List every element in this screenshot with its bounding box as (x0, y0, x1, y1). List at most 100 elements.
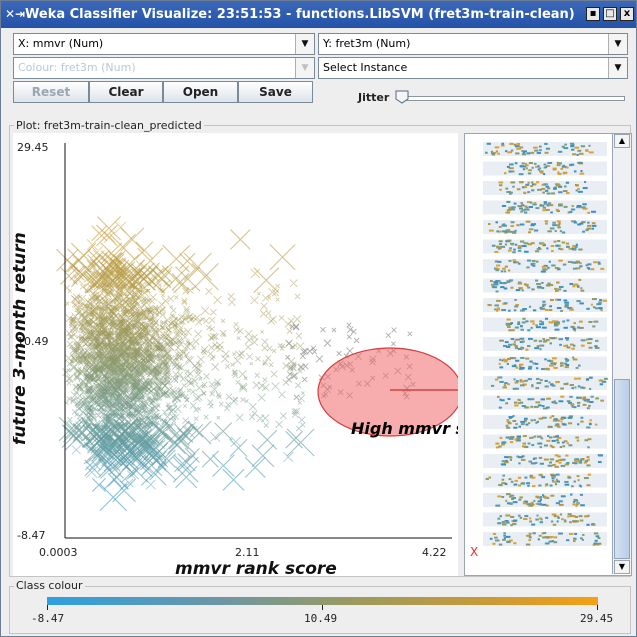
data-point (145, 415, 174, 444)
data-point (100, 384, 107, 391)
data-point (77, 370, 85, 377)
strip-point (560, 420, 563, 423)
strip-point (542, 532, 547, 535)
strip-point (517, 323, 521, 326)
data-point (167, 407, 176, 416)
clear-button[interactable]: Clear (89, 81, 163, 103)
x-axis-select[interactable]: X: mmvr (Num) ▼ (13, 33, 315, 55)
data-point (117, 384, 126, 393)
data-point (115, 379, 124, 389)
strip-point (599, 383, 604, 386)
strip-point (536, 420, 539, 423)
chevron-down-icon[interactable]: ▼ (295, 34, 314, 54)
strip-point (514, 346, 518, 349)
data-point (135, 241, 154, 260)
data-point (238, 350, 246, 358)
strip-point (562, 164, 565, 167)
strip-point (528, 460, 533, 463)
scroll-down-icon[interactable]: ▼ (614, 560, 630, 574)
data-point (278, 314, 285, 321)
scrollbar-thumb[interactable] (614, 379, 630, 559)
strip-point (564, 143, 567, 146)
strip-point (548, 284, 554, 287)
jitter-slider-thumb[interactable] (395, 90, 409, 104)
strip-point (564, 357, 568, 360)
strip-point (512, 497, 517, 500)
strip-point (556, 480, 560, 483)
data-point (189, 380, 194, 385)
strip-point (504, 456, 509, 459)
strip-point (499, 188, 502, 191)
strip-point (497, 376, 503, 379)
jitter-label: Jitter (358, 91, 390, 104)
strip-point (532, 203, 537, 206)
strip-point (550, 494, 555, 497)
minimize-button[interactable]: ▪ (586, 7, 600, 21)
data-point (287, 371, 293, 377)
data-point (133, 314, 141, 322)
data-point (80, 302, 86, 307)
data-point (103, 231, 116, 243)
strip-point (521, 289, 524, 292)
maximize-button[interactable]: □ (603, 7, 617, 21)
data-point (103, 316, 110, 323)
close-button[interactable]: x (620, 7, 634, 21)
strip-point (515, 423, 518, 426)
strip-point (520, 309, 525, 312)
data-point (67, 288, 73, 294)
strip-point (542, 536, 546, 539)
scatter-plot-canvas[interactable]: High mmvr score 29.45 10.49 -8.47 0.0003… (10, 133, 504, 579)
data-point (102, 336, 106, 340)
strip-point (553, 187, 556, 190)
strip-point (569, 515, 575, 518)
strip-point (535, 387, 540, 390)
scatter-plot[interactable]: High mmvr score 29.45 10.49 -8.47 0.0003… (10, 133, 504, 579)
data-point (66, 380, 72, 386)
title-bar[interactable]: ✕⇥ Weka Classifier Visualize: 23:51:53 -… (1, 1, 636, 28)
strip-point (564, 362, 568, 365)
data-point (246, 353, 254, 361)
chevron-down-icon[interactable]: ▼ (608, 34, 627, 54)
strip-point (583, 461, 587, 464)
strip-point (553, 541, 558, 544)
chevron-down-icon[interactable]: ▼ (608, 58, 627, 78)
save-button[interactable]: Save (238, 81, 313, 103)
strip-point (502, 223, 506, 226)
select-instance-select[interactable]: Select Instance ▼ (318, 57, 628, 79)
attribute-strips-panel[interactable]: X (464, 133, 632, 576)
strip-point (546, 536, 549, 539)
strip-point (553, 324, 559, 327)
data-point (214, 422, 233, 441)
strip-point (579, 262, 582, 265)
strip-point (516, 188, 521, 191)
window-menu-icon[interactable]: ✕⇥ (5, 7, 26, 21)
data-point (275, 297, 280, 302)
strips-scrollbar[interactable]: ▲ ▼ (612, 134, 631, 574)
strip-point (532, 322, 535, 325)
data-point (157, 283, 162, 287)
strip-point (546, 192, 551, 195)
strip-point (505, 345, 511, 348)
strip-point (578, 326, 584, 329)
data-point (153, 353, 159, 359)
data-point (154, 368, 161, 375)
strip-point (516, 147, 522, 150)
strip-point (485, 151, 488, 154)
strip-point (552, 221, 556, 224)
strip-point (527, 286, 531, 289)
strip-point (527, 484, 530, 487)
scroll-up-icon[interactable]: ▲ (614, 134, 630, 148)
data-point (210, 385, 218, 393)
reset-button[interactable]: Reset (13, 81, 89, 103)
data-point (108, 331, 113, 336)
strip-point (569, 384, 575, 387)
attribute-strips[interactable]: X (465, 134, 613, 575)
strip-point (599, 299, 603, 302)
y-axis-select[interactable]: Y: fret3m (Num) ▼ (318, 33, 628, 55)
strip-point (525, 167, 528, 170)
strip-point (548, 260, 551, 263)
strip-point (553, 435, 558, 438)
data-point (147, 409, 154, 416)
jitter-slider-track[interactable] (398, 96, 625, 101)
open-button[interactable]: Open (163, 81, 238, 103)
